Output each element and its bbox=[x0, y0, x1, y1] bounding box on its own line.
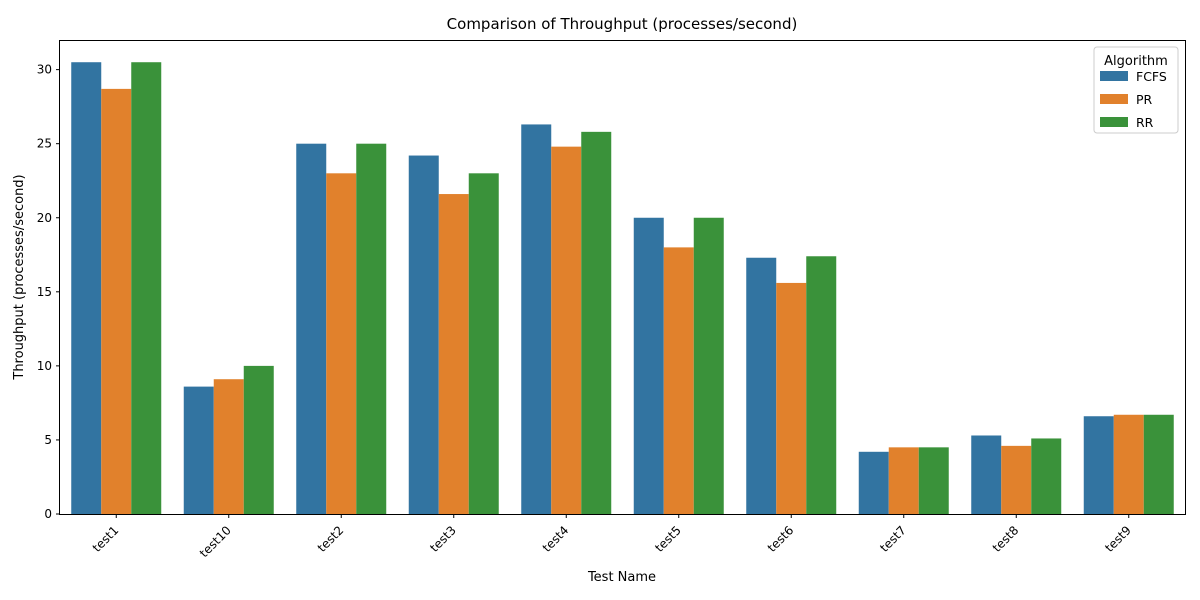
bar-pr-test1 bbox=[101, 88, 132, 514]
bar-pr-test6 bbox=[776, 282, 807, 514]
bar-fcfs-test8 bbox=[971, 435, 1002, 514]
x-tick-label-test4: test4 bbox=[540, 523, 572, 555]
plot-frame bbox=[59, 40, 1186, 515]
y-tick-label: 10 bbox=[37, 359, 52, 373]
bar-rr-test10 bbox=[243, 365, 274, 515]
bar-rr-test4 bbox=[581, 131, 612, 514]
bar-fcfs-test5 bbox=[633, 217, 664, 514]
x-tick-label-test3: test3 bbox=[427, 523, 459, 555]
x-axis-label: Test Name bbox=[587, 570, 656, 585]
y-tick-label: 30 bbox=[37, 63, 52, 77]
bar-fcfs-test2 bbox=[296, 143, 327, 514]
bar-pr-test10 bbox=[213, 379, 244, 514]
bars-group bbox=[71, 62, 1174, 515]
y-tick-label: 15 bbox=[37, 285, 52, 299]
y-tick-label: 0 bbox=[44, 507, 52, 521]
bar-fcfs-test9 bbox=[1083, 416, 1114, 514]
legend-title: Algorithm bbox=[1104, 54, 1168, 69]
bar-rr-test1 bbox=[131, 62, 162, 514]
bar-rr-test3 bbox=[468, 173, 499, 514]
bar-rr-test9 bbox=[1143, 414, 1174, 514]
legend-label-rr: RR bbox=[1136, 115, 1154, 130]
bar-fcfs-test3 bbox=[408, 155, 439, 515]
bar-fcfs-test1 bbox=[71, 62, 102, 514]
bar-pr-test5 bbox=[663, 247, 694, 515]
x-tick-label-test5: test5 bbox=[652, 523, 684, 555]
legend-label-pr: PR bbox=[1136, 92, 1153, 107]
bar-fcfs-test6 bbox=[746, 257, 777, 514]
bar-rr-test6 bbox=[806, 256, 837, 514]
x-axis: test1 test10 test2 test3 test4 test5 test6 test… bbox=[90, 514, 1134, 560]
bar-pr-test9 bbox=[1113, 414, 1144, 514]
bar-pr-test8 bbox=[1001, 445, 1032, 514]
y-tick-label: 5 bbox=[44, 433, 52, 447]
chart-title: Comparison of Throughput (processes/seco… bbox=[447, 15, 798, 33]
legend-label-fcfs: FCFS bbox=[1136, 69, 1167, 84]
x-tick-label-test6: test6 bbox=[765, 523, 797, 555]
legend-swatch-rr bbox=[1100, 117, 1128, 127]
x-tick-label-test2: test2 bbox=[315, 523, 347, 555]
legend-swatch-pr bbox=[1100, 94, 1128, 104]
bar-pr-test2 bbox=[326, 173, 357, 514]
x-tick-label-test1: test1 bbox=[90, 523, 122, 555]
bar-pr-test4 bbox=[551, 146, 582, 514]
x-tick-label-test7: test7 bbox=[877, 523, 909, 555]
legend-swatch-fcfs bbox=[1100, 71, 1128, 81]
bar-fcfs-test10 bbox=[183, 386, 214, 514]
y-tick-label: 25 bbox=[37, 137, 52, 151]
bar-rr-test2 bbox=[356, 143, 387, 514]
y-axis: 0 5 10 15 20 25 30 bbox=[37, 63, 60, 521]
x-tick-label-test10: test10 bbox=[197, 523, 234, 560]
bar-pr-test7 bbox=[888, 447, 919, 514]
x-tick-label-test9: test9 bbox=[1102, 523, 1134, 555]
bar-pr-test3 bbox=[438, 194, 469, 515]
y-tick-label: 20 bbox=[37, 211, 52, 225]
legend-box bbox=[1093, 46, 1179, 134]
bar-fcfs-test7 bbox=[858, 451, 889, 514]
x-tick-label-test8: test8 bbox=[990, 523, 1022, 555]
legend: Algorithm FCFS PR RR bbox=[1093, 46, 1179, 134]
bar-rr-test7 bbox=[918, 447, 949, 514]
y-axis-label: Throughput (processes/second) bbox=[12, 174, 27, 380]
bar-rr-test5 bbox=[693, 217, 724, 514]
bar-rr-test8 bbox=[1031, 438, 1062, 514]
bar-fcfs-test4 bbox=[521, 124, 552, 515]
